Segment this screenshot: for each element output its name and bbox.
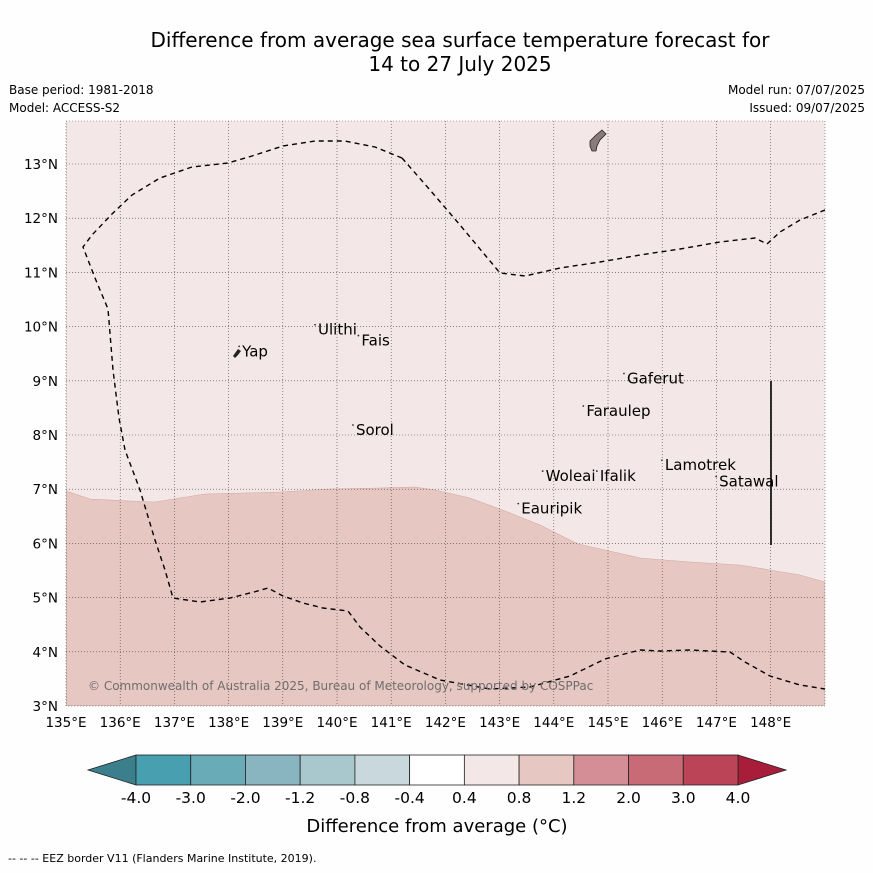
yap-island (233, 349, 241, 358)
meta-right: Model run: 07/07/2025 Issued: 09/07/2025 (728, 81, 865, 117)
lon-tick-label: 146°E (642, 715, 683, 731)
eez-footnote: -- -- -- EEZ border V11 (Flanders Marine… (8, 852, 317, 865)
colorbar-tick-label: -1.2 (285, 789, 315, 807)
lat-tick-labels: 3°N 4°N 5°N 6°N 7°N 8°N 9°N 10°N 11°N 12°N 13°N (24, 157, 58, 715)
base-period: Base period: 1981-2018 (9, 83, 154, 97)
lat-tick-label: 6°N (33, 536, 58, 552)
colorbar-tick-label: -4.0 (121, 789, 151, 807)
colorbar-tick-label: 2.0 (616, 789, 641, 807)
lon-tick-label: 137°E (154, 715, 195, 731)
place-marker (541, 470, 544, 472)
lon-tick-label: 147°E (696, 715, 737, 731)
lat-tick-label: 4°N (33, 645, 58, 661)
place-label: Fais (361, 332, 390, 350)
colorbar-bin (190, 754, 246, 786)
lat-tick-label: 12°N (24, 211, 58, 227)
eez-border-north (401, 157, 825, 277)
colorbar-tick-label: 0.4 (452, 789, 477, 807)
place-label: Satawal (719, 472, 778, 490)
colorbar-over-arrow (737, 754, 788, 786)
lon-tick-label: 139°E (262, 715, 303, 731)
place-marker (357, 334, 360, 337)
colorbar-bin (573, 754, 629, 786)
lon-tick-label: 141°E (371, 715, 412, 731)
issued-date: Issued: 09/07/2025 (749, 101, 865, 115)
place-marker (661, 459, 663, 462)
lon-tick-labels: 135°E 136°E 137°E 138°E 139°E 140°E 141°E 142°E… (45, 715, 791, 731)
place-label: Ifalik (600, 467, 636, 485)
guam-island (589, 129, 607, 152)
colorbar-bin (409, 754, 465, 786)
place-marker (517, 502, 520, 505)
title-line-2: 14 to 27 July 2025 (368, 52, 552, 76)
colorbar-bin (628, 754, 684, 786)
colorbar-bin (354, 754, 411, 786)
colorbar-tick-label: -3.0 (176, 789, 206, 807)
lat-tick-label: 10°N (24, 320, 58, 336)
model-name: Model: ACCESS-S2 (9, 101, 121, 115)
place-label: Ulithi (318, 321, 357, 339)
lat-tick-label: 13°N (24, 157, 58, 173)
place-label: Yap (241, 342, 268, 360)
colorbar-label: Difference from average (°C) (306, 816, 567, 837)
place-marker (582, 405, 585, 407)
place-marker (715, 475, 718, 478)
lat-tick-label: 8°N (33, 428, 58, 444)
lat-tick-label: 3°N (33, 699, 58, 715)
colorbar-tick-label: -0.4 (395, 789, 425, 807)
lon-tick-label: 144°E (533, 715, 574, 731)
lat-tick-label: 7°N (33, 482, 58, 498)
colorbar-bin (518, 754, 575, 786)
lon-tick-label: 143°E (479, 715, 520, 731)
colorbar-tick-label: 3.0 (671, 789, 696, 807)
place-label: Faraulep (586, 402, 650, 420)
colorbar-bin (299, 754, 356, 786)
place-marker (352, 424, 354, 426)
colorbar-under-arrow (86, 754, 137, 786)
colorbar-tick-label: 1.2 (561, 789, 586, 807)
place-marker (238, 345, 241, 348)
colorbar-tick-label: 4.0 (726, 789, 751, 807)
lon-tick-label: 135°E (45, 715, 86, 731)
place-label: Lamotrek (665, 456, 736, 474)
copyright-text: © Commonwealth of Australia 2025, Bureau… (88, 679, 593, 693)
place-label: Gaferut (627, 370, 684, 388)
lon-tick-label: 148°E (750, 715, 791, 731)
colorbar-bin (682, 754, 739, 786)
place-label: Woleai (546, 467, 596, 485)
place-label: Sorol (356, 421, 394, 439)
colorbar-tick-label: 0.8 (507, 789, 532, 807)
graticule (66, 121, 825, 706)
lat-tick-label: 5°N (33, 591, 58, 607)
lon-tick-label: 136°E (100, 715, 141, 731)
lon-tick-label: 142°E (425, 715, 466, 731)
place-marker (314, 323, 316, 326)
colorbar-bin (463, 754, 520, 786)
colorbar-tick-label: -2.0 (230, 789, 260, 807)
title-line-1: Difference from average sea surface temp… (150, 28, 770, 52)
place-marker (595, 470, 598, 472)
lat-tick-label: 9°N (33, 374, 58, 390)
colorbar-bin (135, 754, 192, 786)
meta-left: Base period: 1981-2018 Model: ACCESS-S2 (9, 81, 154, 117)
lon-tick-label: 140°E (316, 715, 357, 731)
place-marker (623, 372, 625, 375)
lon-tick-label: 145°E (587, 715, 628, 731)
lat-tick-label: 11°N (24, 265, 58, 281)
chart-title: Difference from average sea surface temp… (60, 28, 860, 76)
colorbar-bin (245, 754, 301, 786)
place-label: Eauripik (521, 500, 582, 518)
lon-tick-label: 138°E (208, 715, 249, 731)
colorbar: -4.0 -3.0 -2.0 -1.2 -0.8 -0.4 0.4 0.8 1.2 2.0 3.0 4… (86, 754, 788, 807)
colorbar-tick-label: -0.8 (340, 789, 370, 807)
model-run: Model run: 07/07/2025 (727, 83, 865, 97)
